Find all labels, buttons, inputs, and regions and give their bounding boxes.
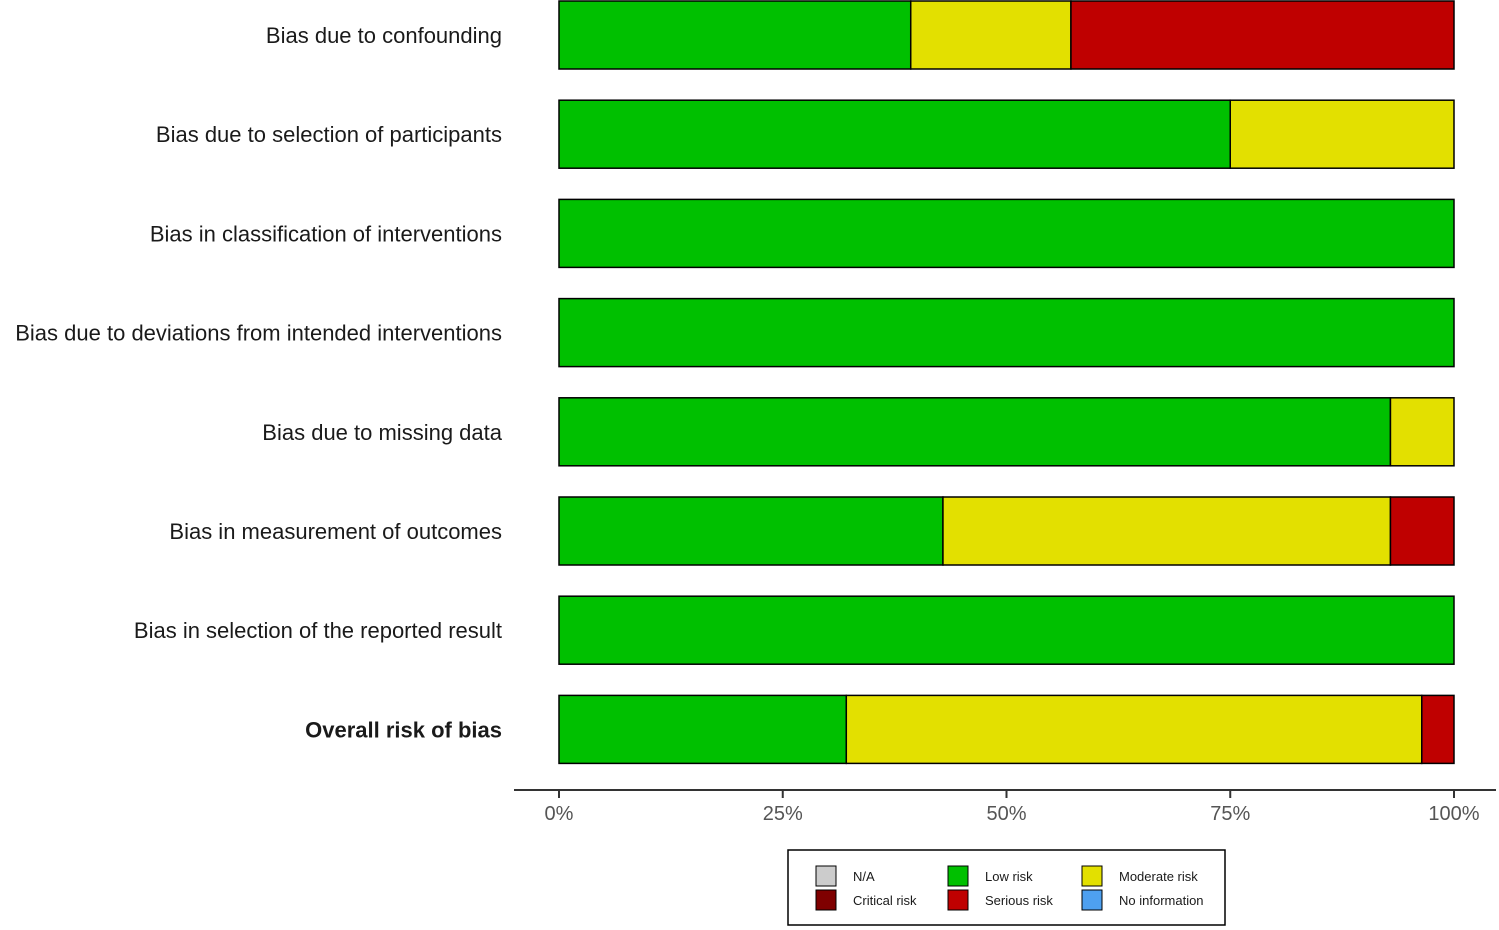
legend-key-n-a [815, 865, 837, 887]
category-label: Bias in classification of interventions [150, 221, 502, 246]
category-labels: Bias due to confounding Bias due to selec… [15, 23, 503, 742]
category-label: Overall risk of bias [305, 717, 502, 742]
x-tick-label: 25% [763, 803, 803, 825]
bar-segment-overall-risk-of-bias-serious-risk [1421, 694, 1455, 765]
bar-segment-bias-due-to-confounding-moderate-risk [909, 0, 1072, 70]
category-label: Bias due to missing data [262, 420, 502, 445]
bar-segment-bias-in-selection-of-the-reported-result-low-risk [558, 595, 1455, 665]
category-label: Bias due to selection of participants [156, 122, 502, 147]
bar-segment-bias-due-to-confounding-low-risk [558, 0, 912, 70]
category-label: Bias in measurement of outcomes [169, 519, 502, 544]
bar-segment-bias-due-to-missing-data-moderate-risk [1389, 397, 1455, 467]
category-label: Bias due to deviations from intended int… [15, 321, 502, 346]
legend-key-serious-risk [947, 889, 969, 911]
legend-label-moderate-risk: Moderate risk [1119, 869, 1198, 884]
legend-label-serious-risk: Serious risk [985, 893, 1053, 908]
bar-segment-bias-in-measurement-of-outcomes-serious-risk [1389, 496, 1455, 566]
legend-label-low-risk: Low risk [985, 869, 1033, 884]
bar-segment-bias-due-to-selection-of-participants-moderate-risk [1229, 99, 1455, 169]
bar-segment-bias-due-to-missing-data-low-risk [558, 397, 1392, 467]
legend-key-no-information [1081, 889, 1103, 911]
x-tick-label: 100% [1428, 803, 1479, 825]
bar-segment-bias-in-measurement-of-outcomes-moderate-risk [942, 496, 1392, 566]
x-tick-label: 0% [545, 803, 574, 825]
legend-key-moderate-risk [1081, 865, 1103, 887]
legend-key-low-risk [947, 865, 969, 887]
legend-label-critical-risk: Critical risk [853, 893, 917, 908]
legend-key-critical-risk [815, 889, 837, 911]
category-label: Bias due to confounding [266, 23, 502, 48]
x-tick-label: 75% [1210, 803, 1250, 825]
bar-segment-bias-due-to-confounding-serious-risk [1070, 0, 1455, 70]
bars-layer [558, 0, 1455, 765]
bar-segment-overall-risk-of-bias-low-risk [558, 694, 848, 765]
x-tick-label: 50% [986, 803, 1026, 825]
legend-label-n-a: N/A [853, 869, 875, 884]
category-label: Bias in selection of the reported result [134, 618, 502, 643]
bar-segment-bias-in-measurement-of-outcomes-low-risk [558, 496, 944, 566]
bar-segment-overall-risk-of-bias-moderate-risk [845, 694, 1423, 765]
legend-box [787, 849, 1226, 926]
bar-segment-bias-in-classification-of-interventions-low-risk [558, 198, 1455, 269]
bar-segment-bias-due-to-selection-of-participants-low-risk [558, 99, 1231, 169]
legend-label-no-information: No information [1119, 893, 1204, 908]
x-axis: 0% 25% 50% 75% 100% [514, 789, 1496, 825]
bar-segment-bias-due-to-deviations-from-intended-interventions-low-risk [558, 297, 1455, 368]
legend: N/A Low risk Moderate risk Critical risk Ser… [787, 849, 1226, 926]
